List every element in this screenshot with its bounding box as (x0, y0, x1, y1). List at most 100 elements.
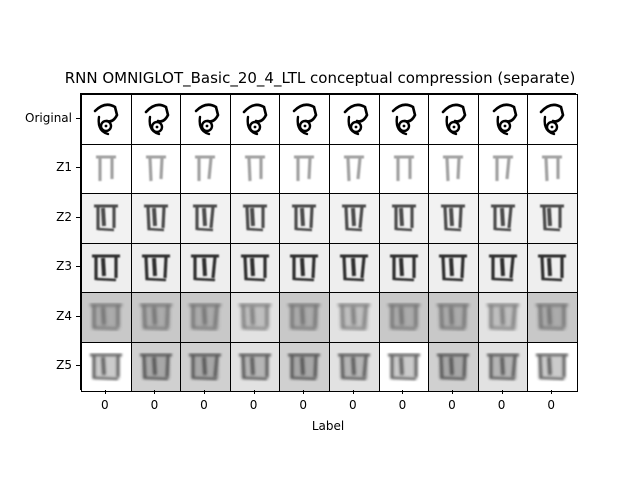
glyph-image (195, 155, 216, 181)
image-cell (180, 292, 231, 343)
row-label: Z2 (56, 209, 72, 224)
image-cell (180, 242, 231, 293)
image-cell (527, 94, 578, 145)
y-tick (76, 315, 80, 317)
image-cell (81, 341, 132, 392)
image-cell (81, 193, 132, 244)
image-cell (279, 341, 330, 392)
image-cell (229, 143, 281, 194)
image-cell (329, 242, 380, 293)
image-cell (428, 193, 479, 244)
image-cell (527, 242, 578, 293)
image-cell (378, 341, 430, 392)
row-label: Z4 (56, 308, 72, 323)
glyph-image (294, 155, 315, 181)
glyph-image (488, 254, 517, 281)
image-cell (180, 193, 231, 244)
glyph-image (238, 303, 271, 331)
image-cell (279, 94, 330, 145)
glyph-image (492, 155, 513, 181)
glyph-image (191, 254, 220, 281)
image-cell (477, 341, 529, 392)
image-cell (428, 143, 479, 194)
glyph-image (93, 103, 119, 136)
image-cell (180, 143, 231, 194)
image-cell (81, 94, 132, 145)
glyph-image (144, 103, 169, 136)
glyph-image (437, 353, 470, 380)
glyph-image (443, 155, 464, 181)
glyph-image (536, 303, 569, 331)
glyph-image (141, 254, 170, 281)
glyph-image (194, 103, 220, 136)
glyph-image (391, 204, 416, 232)
glyph-image (389, 254, 418, 281)
image-cell (329, 143, 380, 194)
glyph-image (441, 204, 466, 232)
glyph-image (486, 303, 519, 331)
image-cell (329, 341, 380, 392)
x-tick (303, 390, 305, 394)
image-cell (229, 242, 281, 293)
image-cell (130, 193, 182, 244)
glyph-image (340, 254, 368, 281)
glyph-image (391, 103, 416, 136)
y-tick (76, 216, 80, 218)
glyph-image (343, 103, 369, 136)
image-cell (130, 292, 182, 343)
row-label: Z3 (56, 259, 72, 274)
image-cell (378, 242, 430, 293)
glyph-image (242, 103, 268, 136)
image-cell (527, 193, 578, 244)
image-cell (428, 242, 479, 293)
glyph-image (441, 103, 467, 136)
image-cell (378, 143, 430, 194)
glyph-image (189, 303, 222, 331)
image-cell (378, 292, 430, 343)
image-cell (527, 292, 578, 343)
x-tick (204, 390, 205, 394)
image-cell (229, 292, 281, 343)
image-cell (130, 242, 182, 293)
glyph-image (490, 204, 515, 232)
column-label: 0 (497, 398, 506, 412)
row-label: Z1 (56, 160, 72, 175)
glyph-image (94, 204, 118, 232)
glyph-image (242, 204, 267, 232)
column-label: 0 (200, 398, 208, 412)
image-cell (279, 143, 330, 194)
image-cell (130, 94, 182, 145)
image-cell (81, 242, 132, 293)
image-cell (527, 341, 578, 392)
image-cell (229, 341, 281, 392)
x-tick (352, 390, 354, 394)
image-cell (229, 193, 281, 244)
x-tick (551, 390, 553, 394)
image-cell (527, 143, 578, 194)
glyph-image (387, 303, 420, 331)
glyph-image (244, 155, 265, 181)
image-cell (477, 193, 529, 244)
row-label: Z5 (56, 358, 72, 373)
column-label: 0 (249, 398, 258, 412)
glyph-image (393, 155, 414, 181)
image-cell (130, 341, 182, 392)
image-cell (329, 94, 380, 145)
glyph-image (538, 254, 567, 281)
glyph-image (342, 204, 366, 232)
image-cell (130, 143, 182, 194)
image-cell (81, 143, 132, 194)
image-cell (180, 341, 231, 392)
x-tick (104, 390, 106, 394)
glyph-image (96, 155, 116, 181)
x-tick (501, 390, 503, 394)
x-axis-label: Label (311, 419, 345, 433)
glyph-image (338, 353, 370, 380)
glyph-image (90, 303, 122, 331)
glyph-image (288, 353, 321, 380)
image-cell (81, 292, 132, 343)
image-cell (279, 193, 330, 244)
image-grid (80, 93, 578, 392)
image-cell (279, 292, 330, 343)
image-cell (428, 341, 479, 392)
